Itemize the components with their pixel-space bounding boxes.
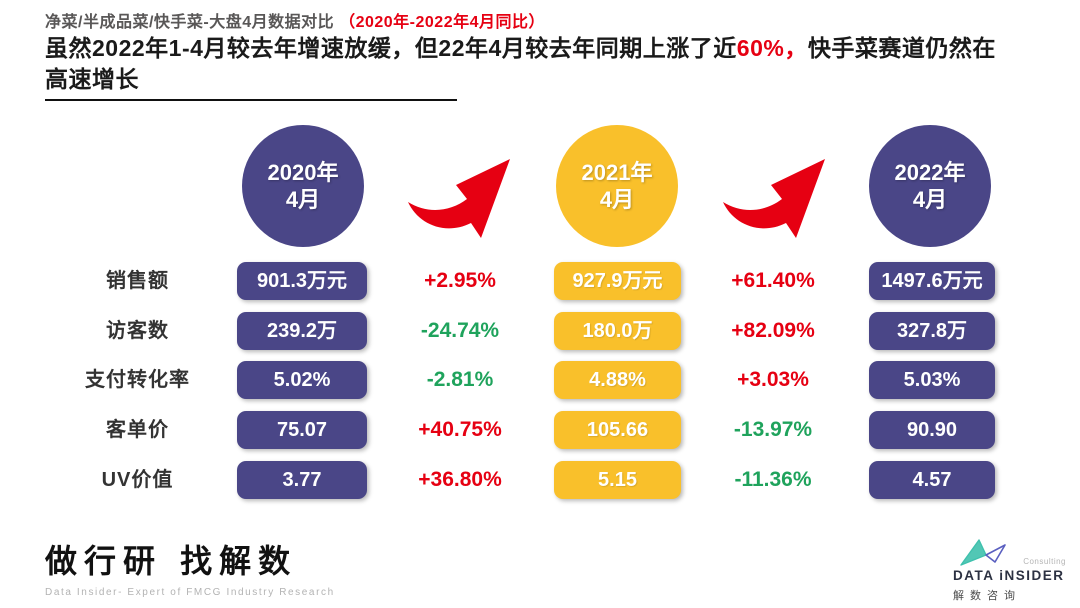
kicker-text: 净菜/半成品菜/快手菜-大盘4月数据对比 [45,14,340,31]
value-badge-2020: 3.77 [237,461,367,499]
value-badge-2020: 75.07 [237,411,367,449]
title-part1: 虽然2022年1-4月较去年增速放缓，但22年4月较去年同期上涨了近 [45,35,737,61]
yoy-delta-2020-2021: +40.75% [418,418,502,441]
value-badge-2021: 180.0万 [554,312,681,350]
period-circle-2022: 2022年 4月 [869,125,991,247]
period-circle-2020: 2020年 4月 [242,125,364,247]
metric-label: 客单价 [106,419,169,441]
page-title: 虽然2022年1-4月较去年增速放缓，但22年4月较去年同期上涨了近60%，快手… [45,33,1050,95]
value-badge-2020: 901.3万元 [237,262,367,300]
value-badge-2022: 4.57 [869,461,995,499]
metric-row-visitors: 访客数 239.2万 -24.74% 180.0万 +82.09% 327.8万 [0,312,1080,350]
period-month: 4月 [599,187,635,212]
value-badge-2020: 239.2万 [237,312,367,350]
yoy-delta-2021-2022: -13.97% [733,418,813,441]
value-badge-2021: 4.88% [554,361,681,399]
brand-left-logo: 做行研 找解数 Data Insider- Expert of FMCG Ind… [45,536,335,598]
period-year: 2020年 [267,160,339,185]
value-badge-2021: 5.15 [554,461,681,499]
metric-row-sales: 销售额 901.3万元 +2.95% 927.9万元 +61.40% 1497.… [0,262,1080,300]
yoy-delta-2020-2021: -24.74% [420,319,500,342]
period-year: 2021年 [581,160,653,185]
yoy-delta-2020-2021: +2.95% [424,269,496,292]
period-circle-2021: 2021年 4月 [556,125,678,247]
yoy-delta-2021-2022: -11.36% [734,468,812,491]
title-highlight: 60%， [736,35,808,61]
title-part2: 快手菜赛道仍然在 [807,35,996,61]
brand-right-logo: Consulting DATA iNSIDER 解数咨询 [953,537,1068,603]
title-part3: 高速增长 [45,66,139,92]
value-badge-2022: 1497.6万元 [869,262,995,300]
period-year: 2022年 [894,160,966,185]
metric-label: 访客数 [106,320,169,342]
yoy-delta-2020-2021: -2.81% [426,368,494,391]
growth-arrow-icon [408,159,510,238]
period-month: 4月 [912,187,948,212]
brand-right-consulting-label: Consulting [1023,557,1066,566]
brand-right-cn-name: 解数咨询 [953,590,1021,602]
metric-label: 销售额 [106,270,169,292]
value-badge-2022: 5.03% [869,361,995,399]
value-badge-2022: 90.90 [869,411,995,449]
data-insider-logo-icon [960,539,1006,566]
title-underline [45,99,457,101]
yoy-delta-2021-2022: +61.40% [731,269,815,292]
yoy-delta-2021-2022: +3.03% [737,368,809,391]
yoy-delta-2020-2021: +36.80% [418,468,502,491]
metric-label: 支付转化率 [85,369,190,391]
metric-row-avg-order-value: 客单价 75.07 +40.75% 105.66 -13.97% 90.90 [0,411,1080,449]
metric-label: UV价值 [101,469,174,491]
period-month: 4月 [285,187,321,212]
kicker-highlight: （2020年-2022年4月同比） [339,14,545,31]
value-badge-2021: 105.66 [554,411,681,449]
kicker-line: 净菜/半成品菜/快手菜-大盘4月数据对比 （2020年-2022年4月同比） [45,8,545,32]
brand-left-wordmark: 做行研 找解数 [45,542,298,580]
value-badge-2021: 927.9万元 [554,262,681,300]
value-badge-2020: 5.02% [237,361,367,399]
metric-row-uv-value: UV价值 3.77 +36.80% 5.15 -11.36% 4.57 [0,461,1080,499]
value-badge-2022: 327.8万 [869,312,995,350]
growth-arrow-icon [723,159,825,238]
metric-row-conversion-rate: 支付转化率 5.02% -2.81% 4.88% +3.03% 5.03% [0,361,1080,399]
yoy-delta-2021-2022: +82.09% [731,319,815,342]
brand-left-tagline: Data Insider- Expert of FMCG Industry Re… [45,587,335,598]
brand-right-wordmark: DATA iNSIDER [953,568,1065,583]
